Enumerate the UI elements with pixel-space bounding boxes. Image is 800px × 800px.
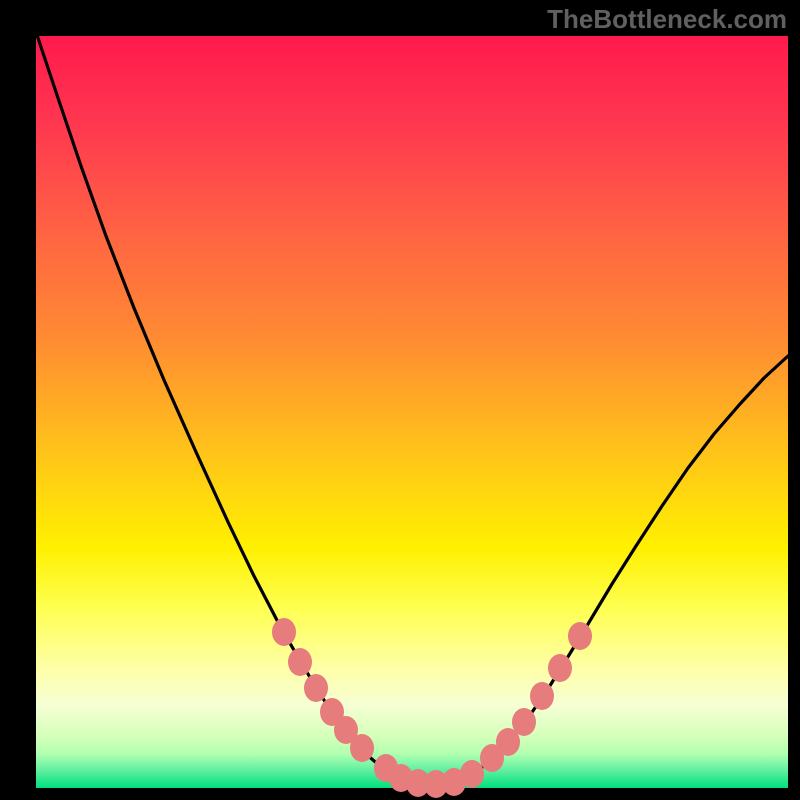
curve-marker <box>512 708 536 736</box>
chart-canvas: TheBottleneck.com <box>0 0 800 800</box>
chart-svg <box>36 36 788 788</box>
gradient-background <box>36 36 788 788</box>
curve-marker <box>548 654 572 682</box>
curve-marker <box>460 760 484 788</box>
plot-area <box>36 36 788 788</box>
watermark-text: TheBottleneck.com <box>547 4 787 35</box>
curve-marker <box>304 674 328 702</box>
curve-marker <box>568 622 592 650</box>
curve-marker <box>530 682 554 710</box>
curve-marker <box>272 618 296 646</box>
curve-marker <box>288 648 312 676</box>
curve-marker <box>350 734 374 762</box>
